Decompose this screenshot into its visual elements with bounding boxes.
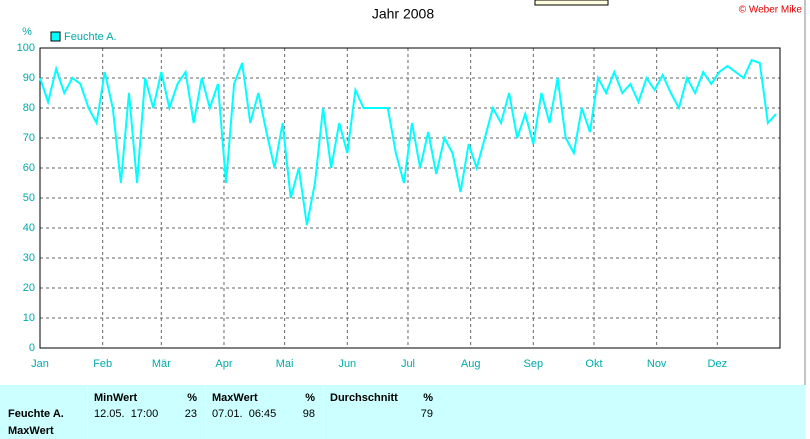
y-tick-label: 70 (23, 132, 35, 144)
x-tick-label: Jan (31, 358, 49, 370)
x-tick-label: Nov (647, 358, 667, 370)
column-title: Durchschnitt (330, 392, 398, 404)
column-unit: % (423, 392, 433, 404)
x-tick-label: Jul (401, 358, 415, 370)
x-tick-label: Jun (338, 358, 356, 370)
y-tick-label: 20 (23, 282, 35, 294)
stats-column: MinWert% 12.05. 17:00 23 (87, 385, 205, 439)
row-sublabel: MaxWert (8, 425, 54, 437)
y-tick-label: 60 (23, 162, 35, 174)
column-unit: % (187, 392, 197, 404)
tooltip-edge (534, 0, 609, 6)
y-tick-label: 40 (23, 222, 35, 234)
y-tick-label: 100 (17, 42, 35, 54)
x-tick-label: Dez (708, 358, 728, 370)
chart: Jahr 2008 © Weber Mike % 0 10 20 30 40 50 60 70… (17, 0, 806, 385)
stat-value: 98 (302, 408, 315, 420)
y-tick-label: 10 (23, 312, 35, 324)
data-line (39, 58, 777, 226)
x-tick-label: Mär (152, 358, 171, 370)
stat-value: 79 (420, 408, 433, 420)
row-header: Feuchte A. MaxWert (0, 385, 87, 439)
credit: © Weber Mike (739, 5, 803, 16)
time-value: 12.05. 17:00 (94, 408, 159, 420)
y-tick-label: 80 (23, 102, 35, 114)
x-tick-label: Sep (524, 358, 544, 370)
stat-value: 23 (184, 408, 197, 420)
stats-table: Feuchte A. MaxWert MinWert% 12.05. 17:00 2… (0, 385, 805, 439)
x-tick-label: Aug (461, 358, 481, 370)
y-tick-label: 90 (23, 72, 35, 84)
x-tick-label: Okt (585, 358, 602, 370)
y-unit: % (22, 26, 32, 38)
legend-swatch (50, 31, 61, 42)
column-title: MaxWert (212, 392, 258, 404)
x-tick-label: Apr (215, 358, 232, 370)
stats-column: MaxWert% 07.01. 06:45 98 (205, 385, 323, 439)
y-tick-label: 50 (23, 192, 35, 204)
column-unit: % (305, 392, 315, 404)
legend-label: Feuchte A. (64, 31, 117, 43)
stats-column: Durchschnitt% 79 (323, 385, 441, 439)
time-value: 07.01. 06:45 (212, 408, 277, 420)
column-title: MinWert (94, 392, 138, 404)
chart-title: Jahr 2008 (372, 6, 434, 22)
plot-border (39, 47, 781, 349)
y-tick-label: 30 (23, 252, 35, 264)
x-tick-label: Mai (276, 358, 294, 370)
row-label: Feuchte A. (8, 408, 64, 420)
x-tick-label: Feb (93, 358, 112, 370)
y-tick-label: 0 (29, 342, 35, 354)
